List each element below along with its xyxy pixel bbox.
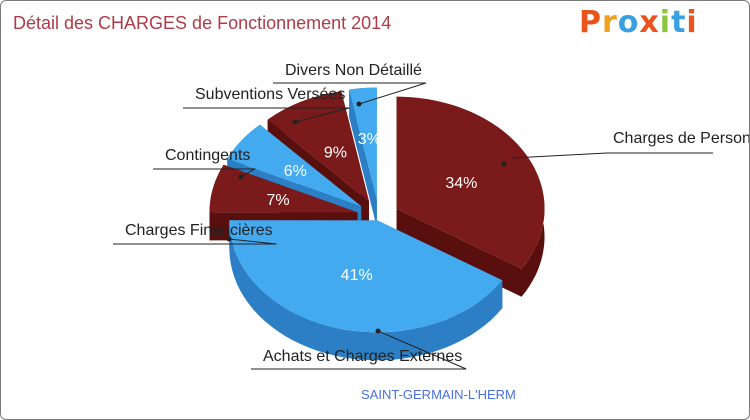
location-label: SAINT-GERMAIN-L'HERM: [361, 387, 516, 402]
logo-letter: t: [671, 5, 687, 40]
pie-slice-wall: [349, 89, 377, 228]
category-labels: Charges de Personnel Achats et Charges Ex…: [113, 62, 750, 370]
leader-line: [153, 168, 257, 178]
leader-arrowhead: [238, 174, 244, 180]
leader-line: [251, 330, 467, 370]
logo-letter: P: [579, 5, 602, 40]
pie-slice: [209, 164, 358, 213]
logo-letter: i: [659, 5, 672, 40]
slice-percent-label: 41%: [341, 267, 373, 284]
slice-percent-label: 9%: [324, 144, 347, 161]
pie-slice: [227, 124, 362, 207]
leader-arrowhead: [356, 101, 362, 107]
leader-line: [113, 238, 277, 245]
leader-arrowhead: [226, 236, 232, 242]
pie-slice: [349, 87, 377, 200]
category-label: Charges de Personnel: [613, 130, 750, 147]
proxiti-logo[interactable]: Proxiti: [579, 5, 698, 40]
leader-line: [511, 152, 713, 159]
slice-percent-label: 7%: [267, 192, 290, 209]
category-label: Charges Financières: [125, 222, 273, 239]
pie-tops: 34% 41% 7% 6% 9% 3%: [209, 87, 545, 333]
leader-line: [273, 82, 427, 105]
leader-arrowhead: [375, 328, 381, 334]
slice-percent-label: 3%: [358, 131, 381, 148]
pie-slice-side: [229, 220, 503, 361]
pie-slice: [396, 96, 545, 269]
category-label: Divers Non Détaillé: [285, 62, 422, 79]
slice-percent-label: 34%: [445, 175, 477, 192]
logo-letter: i: [686, 5, 698, 40]
slice-percent-label: 6%: [284, 163, 307, 180]
category-label: Achats et Charges Externes: [263, 348, 462, 365]
category-label: Contingents: [165, 147, 250, 164]
pie-slice: [229, 220, 503, 333]
logo-letter: x: [639, 5, 660, 40]
logo-letter: r: [602, 5, 618, 40]
chart-title: Détail des CHARGES de Fonctionnement 201…: [13, 13, 392, 33]
logo-letter: o: [617, 5, 640, 40]
category-label: Subventions Versées: [195, 86, 345, 103]
leader-arrowhead: [292, 119, 298, 125]
leader-line: [183, 107, 350, 123]
pie-slice: [267, 91, 370, 202]
leader-arrowhead: [501, 161, 507, 167]
